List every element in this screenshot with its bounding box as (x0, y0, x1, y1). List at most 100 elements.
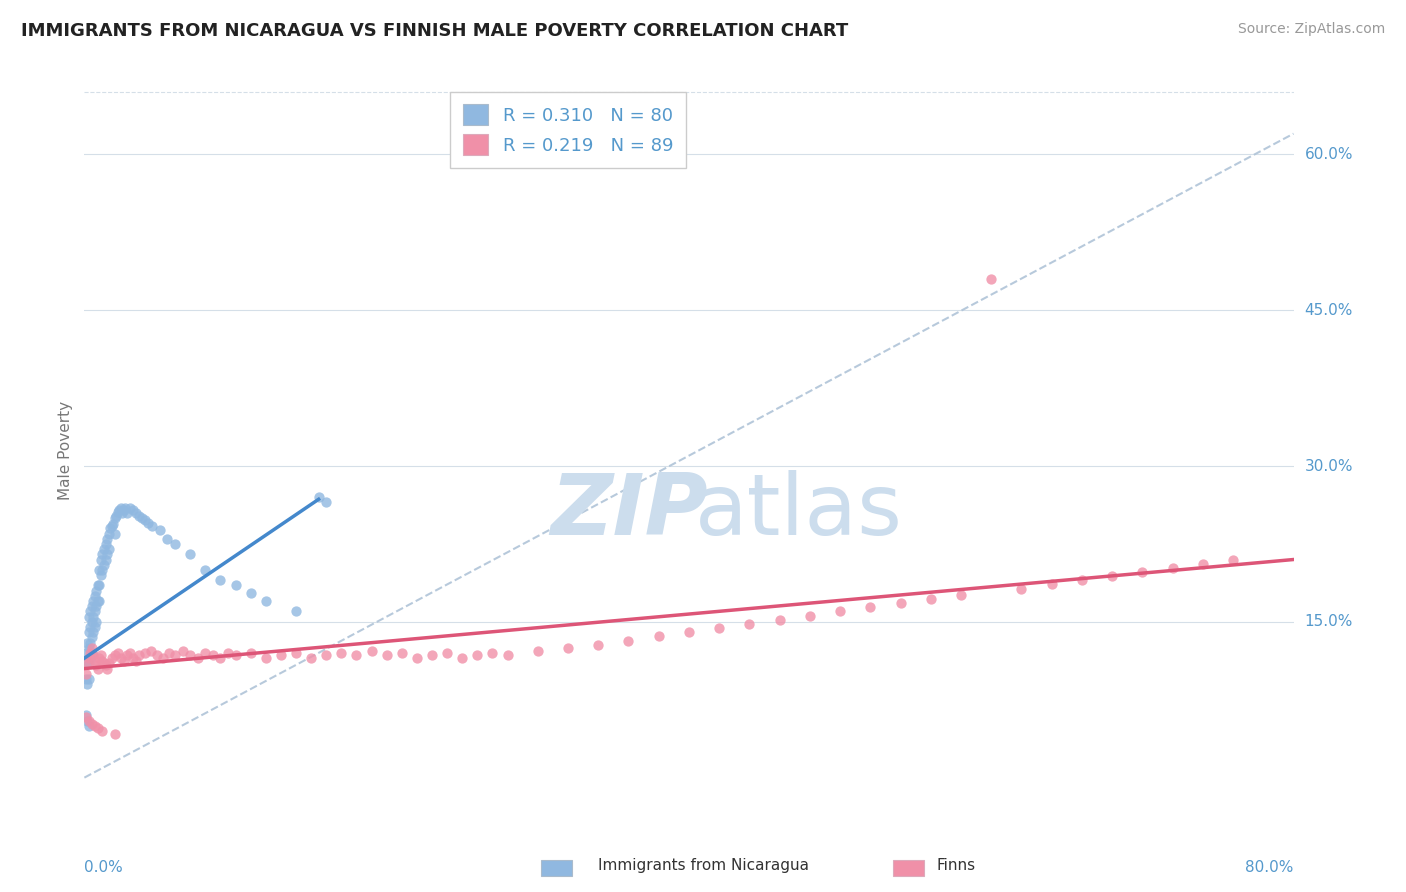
Point (87, 721, 110, 735)
Point (75, 666, 97, 681)
Point (115, 506, 138, 520)
Point (128, 508, 150, 523)
Point (225, 648, 247, 662)
Point (89, 594, 111, 608)
Point (209, 651, 232, 665)
Point (391, 646, 413, 660)
Point (91, 654, 114, 668)
Point (94, 552, 117, 566)
Point (76, 677, 98, 691)
Point (315, 495, 337, 509)
Point (134, 513, 156, 527)
Point (91, 563, 114, 577)
Point (769, 613, 792, 627)
Point (80, 646, 103, 660)
Point (79, 635, 101, 649)
Text: 0.0%: 0.0% (84, 860, 124, 875)
Point (104, 648, 127, 662)
Point (87, 578, 110, 592)
Point (131, 511, 153, 525)
Text: 45.0%: 45.0% (1305, 302, 1353, 318)
Point (75, 710, 97, 724)
Point (738, 616, 761, 631)
Point (270, 648, 292, 662)
Point (112, 502, 135, 516)
Text: atlas: atlas (695, 469, 903, 553)
Point (75, 646, 97, 660)
Point (96, 662, 118, 676)
Point (79, 604, 101, 618)
Point (93, 558, 115, 572)
Point (346, 648, 368, 662)
Point (80, 640, 103, 655)
Point (77, 672, 100, 686)
Point (77, 625, 100, 640)
Point (617, 633, 640, 648)
Text: 15.0%: 15.0% (1305, 615, 1353, 630)
Point (149, 524, 172, 538)
Point (94, 537, 117, 551)
Point (201, 648, 224, 662)
Text: Finns: Finns (936, 858, 976, 872)
Point (146, 648, 169, 662)
Point (1192, 557, 1215, 571)
Point (152, 651, 174, 665)
Point (406, 651, 429, 665)
Point (79, 620, 101, 634)
Point (105, 508, 128, 523)
Point (86, 658, 108, 673)
Point (1130, 565, 1153, 579)
Point (84, 620, 107, 634)
Point (91, 723, 114, 738)
Point (121, 651, 143, 665)
Point (93, 542, 115, 557)
Point (114, 500, 136, 515)
Point (76, 635, 98, 649)
Point (678, 625, 700, 640)
Point (93, 657, 115, 671)
Point (90, 568, 112, 582)
Point (97, 526, 120, 541)
Point (82, 648, 104, 662)
Point (79, 651, 101, 665)
Point (859, 600, 882, 615)
Point (1071, 574, 1094, 588)
Point (77, 719, 100, 733)
Point (86, 615, 108, 629)
Point (76, 657, 98, 671)
Point (481, 646, 503, 660)
Point (588, 638, 610, 652)
Point (285, 604, 308, 618)
Point (76, 657, 98, 671)
Point (87, 594, 110, 608)
Point (187, 651, 209, 665)
Point (157, 646, 180, 660)
Point (84, 604, 107, 618)
Point (89, 563, 111, 577)
Point (80, 631, 103, 645)
Point (77, 640, 100, 655)
Point (557, 640, 579, 655)
Point (94, 658, 117, 673)
Point (76, 714, 98, 728)
Point (467, 648, 489, 662)
Point (101, 517, 124, 532)
Point (82, 625, 104, 640)
Point (360, 644, 382, 658)
Point (1161, 561, 1184, 575)
Point (104, 727, 127, 741)
Point (1222, 552, 1244, 566)
Point (77, 657, 100, 671)
Point (84, 719, 107, 733)
Point (308, 490, 330, 504)
Point (172, 644, 194, 658)
Point (107, 646, 129, 660)
Point (82, 609, 104, 624)
Point (125, 506, 148, 520)
Point (128, 648, 150, 662)
Point (156, 532, 179, 546)
Point (89, 651, 111, 665)
Text: 60.0%: 60.0% (1305, 147, 1353, 162)
Point (890, 596, 912, 610)
Point (179, 648, 201, 662)
